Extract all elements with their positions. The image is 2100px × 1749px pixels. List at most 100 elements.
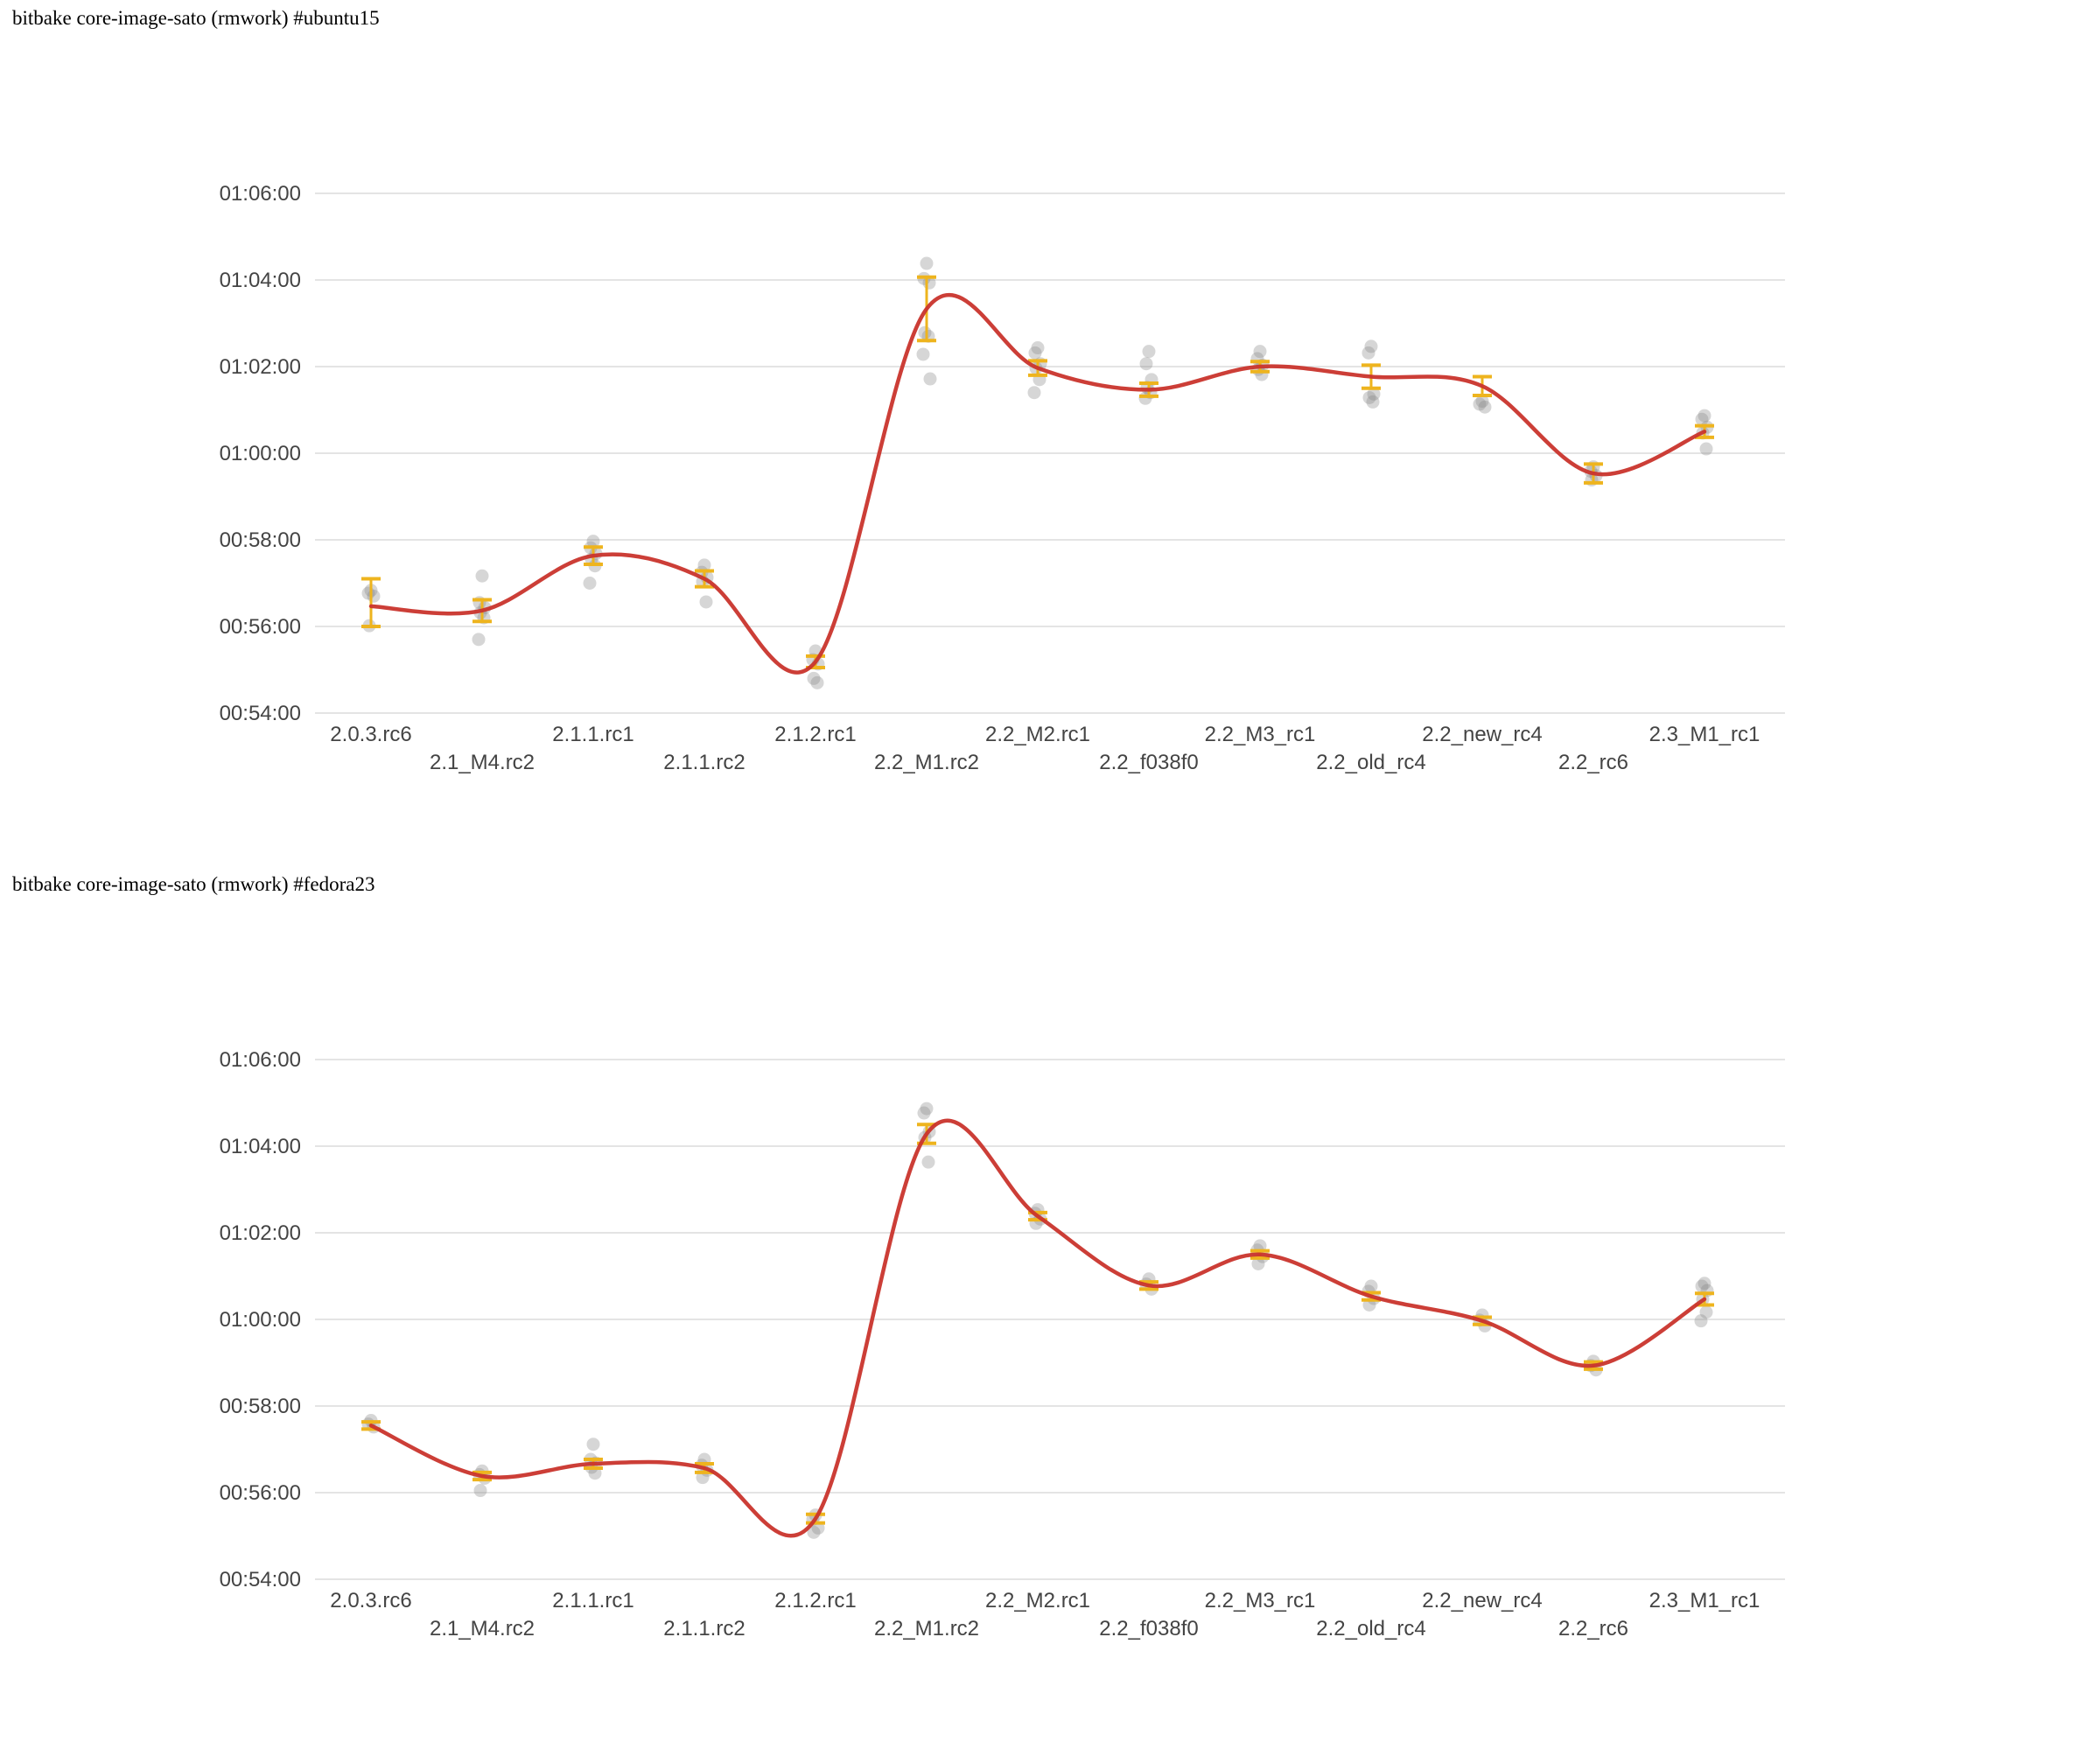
chart-title-fedora23: bitbake core-image-sato (rmwork) #fedora… (12, 873, 375, 895)
y-tick-label: 01:02:00 (220, 1221, 301, 1245)
scatter-dot[interactable] (1362, 346, 1376, 360)
x-category-label: 2.2_rc6 (1558, 1617, 1628, 1641)
x-category-label: 2.2_M1.rc2 (874, 1617, 979, 1641)
scatter-dot[interactable] (1251, 1256, 1265, 1270)
scatter-dot[interactable] (811, 1521, 825, 1535)
scatter-dot[interactable] (1367, 387, 1381, 401)
scatter-dot[interactable] (1028, 346, 1042, 360)
scatter-dot[interactable] (1698, 1277, 1712, 1291)
x-category-label: 2.1.1.rc2 (663, 751, 745, 774)
scatter-dot[interactable] (696, 1471, 710, 1485)
y-tick-label: 01:06:00 (220, 1048, 301, 1072)
scatter-dot[interactable] (1694, 1314, 1708, 1328)
y-tick-label: 00:56:00 (220, 1481, 301, 1505)
scatter-dot[interactable] (1475, 395, 1489, 409)
x-category-label: 2.2_M3_rc1 (1205, 1589, 1316, 1613)
datapoint-2.1.1.rc1[interactable] (584, 1438, 603, 1480)
scatter-dot[interactable] (918, 325, 932, 339)
y-tick-label: 01:00:00 (220, 1308, 301, 1332)
y-tick-label: 01:06:00 (220, 182, 301, 206)
x-category-label: 2.2_M3_rc1 (1205, 723, 1316, 746)
y-tick-label: 00:56:00 (220, 615, 301, 639)
scatter-dot[interactable] (1366, 395, 1380, 409)
scatter-dot[interactable] (1362, 1298, 1376, 1312)
x-category-label: 2.1.2.rc1 (774, 1589, 856, 1613)
x-category-label: 2.2_M1.rc2 (874, 751, 979, 774)
x-category-label: 2.1.2.rc1 (774, 723, 856, 746)
scatter-dot[interactable] (697, 558, 711, 572)
datapoint-2.0.3.rc6[interactable] (361, 1414, 381, 1434)
trend-line (368, 292, 1707, 675)
x-category-label: 2.2_old_rc4 (1316, 1617, 1425, 1641)
scatter-dot[interactable] (1473, 397, 1487, 411)
scatter-dot[interactable] (1142, 345, 1156, 359)
datapoint-2.1.2.rc1[interactable] (806, 644, 825, 689)
scatter-dot[interactable] (1253, 345, 1267, 359)
scatter-dot[interactable] (1362, 390, 1376, 404)
datapoint-2.1.2.rc1[interactable] (806, 1508, 825, 1539)
scatter-dot[interactable] (586, 535, 600, 549)
scatter-dot[interactable] (920, 1102, 934, 1116)
scatter-dot[interactable] (1699, 442, 1713, 456)
error-bar (361, 577, 381, 628)
y-tick-label: 01:04:00 (220, 1135, 301, 1158)
y-tick-label: 01:02:00 (220, 355, 301, 379)
x-category-label: 2.0.3.rc6 (330, 723, 411, 746)
datapoint-2.2_M1.rc2[interactable] (916, 256, 937, 386)
scatter-dot[interactable] (1698, 409, 1712, 423)
scatter-dot[interactable] (472, 633, 486, 647)
scatter-dot[interactable] (807, 1525, 821, 1539)
y-tick-label: 00:54:00 (220, 702, 301, 725)
x-category-label: 2.2_new_rc4 (1422, 723, 1542, 746)
scatter-dot[interactable] (916, 347, 930, 361)
y-tick-label: 01:00:00 (220, 442, 301, 465)
scatter-dot[interactable] (473, 1484, 487, 1498)
x-category-label: 2.2_new_rc4 (1422, 1589, 1542, 1613)
scatter-dot[interactable] (588, 1466, 602, 1480)
datapoint-2.2_M3_rc1[interactable] (1250, 345, 1270, 381)
scatter-dot[interactable] (1139, 357, 1153, 371)
y-tick-label: 00:54:00 (220, 1568, 301, 1592)
y-tick-label: 00:58:00 (220, 1395, 301, 1418)
scatter-dot[interactable] (1699, 1305, 1713, 1319)
scatter-dot[interactable] (921, 1155, 935, 1169)
x-category-label: 2.2_rc6 (1558, 751, 1628, 774)
scatter-dot[interactable] (917, 1106, 931, 1120)
scatter-dot[interactable] (807, 671, 821, 685)
datapoint-2.1.1.rc1[interactable] (583, 535, 604, 590)
trend-line (368, 1118, 1707, 1538)
scatter-dot[interactable] (475, 569, 489, 583)
scatter-dot[interactable] (923, 372, 937, 386)
scatter-dot[interactable] (583, 577, 597, 590)
scatter-dot[interactable] (699, 595, 713, 609)
scatter-dot[interactable] (586, 1438, 600, 1452)
x-category-label: 2.2_M2.rc1 (985, 723, 1090, 746)
scatter-dot[interactable] (1364, 1279, 1378, 1293)
scatter-dot[interactable] (1695, 1279, 1709, 1293)
datapoint-2.0.3.rc6[interactable] (361, 577, 381, 633)
datapoint-2.2_f038f0[interactable] (1138, 345, 1159, 405)
x-category-label: 2.1_M4.rc2 (430, 751, 535, 774)
x-category-label: 2.2_M2.rc1 (985, 1589, 1090, 1613)
datapoint-2.2_old_rc4[interactable] (1362, 339, 1381, 409)
scatter-dot[interactable] (920, 256, 934, 270)
scatter-dot[interactable] (1364, 339, 1378, 353)
scatter-dot[interactable] (1253, 1239, 1267, 1253)
scatter-dot[interactable] (367, 589, 381, 603)
scatter-dot[interactable] (810, 675, 824, 689)
scatter-dot[interactable] (1478, 400, 1492, 414)
x-category-label: 2.0.3.rc6 (330, 1589, 411, 1613)
chart-canvas-ubuntu15: 01:06:00 01:04:00 01:02:00 01:00:00 00:58:00… (220, 182, 1785, 774)
x-category-label: 2.3_M1_rc1 (1649, 723, 1760, 746)
x-category-label: 2.2_f038f0 (1099, 1617, 1198, 1641)
x-category-label: 2.3_M1_rc1 (1649, 1589, 1760, 1613)
x-category-label: 2.2_f038f0 (1099, 751, 1198, 774)
scatter-dot[interactable] (1027, 386, 1041, 400)
scatter-dot[interactable] (1031, 341, 1045, 355)
scatter-dot[interactable] (1695, 412, 1709, 426)
x-category-label: 2.1.1.rc1 (552, 1589, 634, 1613)
x-category-label: 2.1_M4.rc2 (430, 1617, 535, 1641)
y-tick-label: 00:58:00 (220, 528, 301, 552)
datapoint-2.2_new_rc4[interactable] (1473, 374, 1492, 414)
